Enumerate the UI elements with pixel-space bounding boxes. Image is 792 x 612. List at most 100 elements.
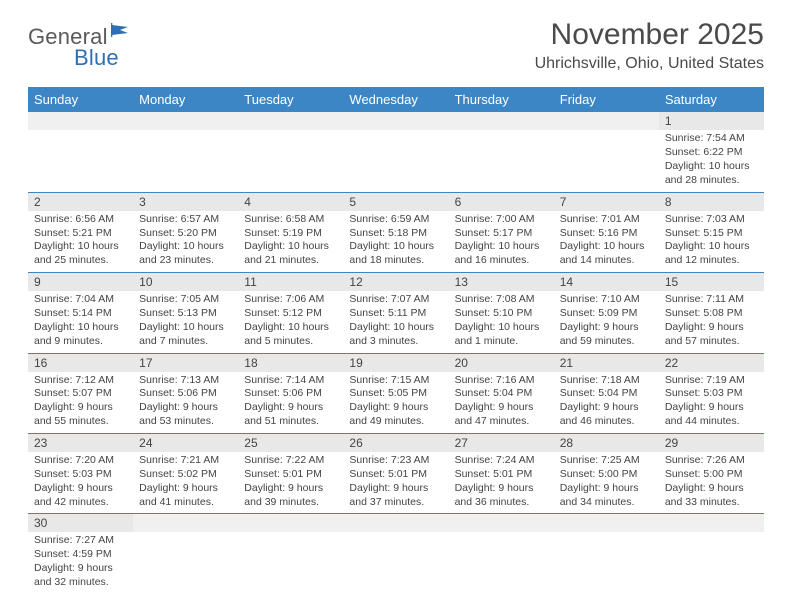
day-number: 16	[28, 354, 133, 372]
daylight-text: and 49 minutes.	[349, 415, 442, 429]
sunrise-text: Sunrise: 7:06 AM	[244, 293, 337, 307]
day-details: Sunrise: 7:04 AMSunset: 5:14 PMDaylight:…	[28, 291, 133, 352]
day-details: Sunrise: 7:12 AMSunset: 5:07 PMDaylight:…	[28, 372, 133, 433]
day-details: Sunrise: 7:08 AMSunset: 5:10 PMDaylight:…	[449, 291, 554, 352]
month-title: November 2025	[535, 18, 764, 51]
sunset-text: Sunset: 5:13 PM	[139, 307, 232, 321]
daylight-text: Daylight: 9 hours	[139, 401, 232, 415]
daylight-text: Daylight: 10 hours	[34, 240, 127, 254]
sunset-text: Sunset: 5:16 PM	[560, 227, 653, 241]
calendar-cell: 24Sunrise: 7:21 AMSunset: 5:02 PMDayligh…	[133, 434, 238, 514]
daylight-text: and 7 minutes.	[139, 335, 232, 349]
day-details: Sunrise: 7:15 AMSunset: 5:05 PMDaylight:…	[343, 372, 448, 433]
day-number: 3	[133, 193, 238, 211]
calendar-cell: 25Sunrise: 7:22 AMSunset: 5:01 PMDayligh…	[238, 434, 343, 514]
calendar-cell	[133, 514, 238, 594]
daylight-text: and 37 minutes.	[349, 496, 442, 510]
weekday-header: Saturday	[659, 87, 764, 112]
calendar-cell: 15Sunrise: 7:11 AMSunset: 5:08 PMDayligh…	[659, 273, 764, 353]
sunset-text: Sunset: 4:59 PM	[34, 548, 127, 562]
day-details: Sunrise: 7:03 AMSunset: 5:15 PMDaylight:…	[659, 211, 764, 272]
day-number: 5	[343, 193, 448, 211]
day-details: Sunrise: 6:56 AMSunset: 5:21 PMDaylight:…	[28, 211, 133, 272]
sunset-text: Sunset: 5:05 PM	[349, 387, 442, 401]
day-details: Sunrise: 7:13 AMSunset: 5:06 PMDaylight:…	[133, 372, 238, 433]
day-number-blank	[554, 514, 659, 532]
calendar-cell	[449, 514, 554, 594]
sunrise-text: Sunrise: 7:11 AM	[665, 293, 758, 307]
sunrise-text: Sunrise: 7:15 AM	[349, 374, 442, 388]
daylight-text: Daylight: 9 hours	[34, 401, 127, 415]
calendar-cell: 4Sunrise: 6:58 AMSunset: 5:19 PMDaylight…	[238, 192, 343, 272]
day-details: Sunrise: 7:24 AMSunset: 5:01 PMDaylight:…	[449, 452, 554, 513]
daylight-text: and 28 minutes.	[665, 174, 758, 188]
calendar-cell: 18Sunrise: 7:14 AMSunset: 5:06 PMDayligh…	[238, 353, 343, 433]
day-number: 8	[659, 193, 764, 211]
sunset-text: Sunset: 5:14 PM	[34, 307, 127, 321]
daylight-text: Daylight: 9 hours	[560, 482, 653, 496]
day-number: 21	[554, 354, 659, 372]
day-number: 9	[28, 273, 133, 291]
sunrise-text: Sunrise: 7:04 AM	[34, 293, 127, 307]
sunrise-text: Sunrise: 7:01 AM	[560, 213, 653, 227]
sunrise-text: Sunrise: 7:18 AM	[560, 374, 653, 388]
calendar-row: 2Sunrise: 6:56 AMSunset: 5:21 PMDaylight…	[28, 192, 764, 272]
sunrise-text: Sunrise: 6:59 AM	[349, 213, 442, 227]
daylight-text: and 34 minutes.	[560, 496, 653, 510]
day-number-blank	[238, 514, 343, 532]
day-details: Sunrise: 7:07 AMSunset: 5:11 PMDaylight:…	[343, 291, 448, 352]
sunrise-text: Sunrise: 6:56 AM	[34, 213, 127, 227]
weekday-header: Monday	[133, 87, 238, 112]
sunset-text: Sunset: 5:01 PM	[455, 468, 548, 482]
day-details: Sunrise: 7:14 AMSunset: 5:06 PMDaylight:…	[238, 372, 343, 433]
sunrise-text: Sunrise: 7:05 AM	[139, 293, 232, 307]
daylight-text: Daylight: 9 hours	[139, 482, 232, 496]
calendar-cell	[28, 112, 133, 192]
weekday-header: Sunday	[28, 87, 133, 112]
day-number: 26	[343, 434, 448, 452]
weekday-header: Tuesday	[238, 87, 343, 112]
calendar-cell: 27Sunrise: 7:24 AMSunset: 5:01 PMDayligh…	[449, 434, 554, 514]
sunset-text: Sunset: 5:08 PM	[665, 307, 758, 321]
calendar-cell: 17Sunrise: 7:13 AMSunset: 5:06 PMDayligh…	[133, 353, 238, 433]
sunrise-text: Sunrise: 6:58 AM	[244, 213, 337, 227]
daylight-text: and 32 minutes.	[34, 576, 127, 590]
daylight-text: and 18 minutes.	[349, 254, 442, 268]
day-number: 13	[449, 273, 554, 291]
daylight-text: Daylight: 10 hours	[665, 240, 758, 254]
sunrise-text: Sunrise: 7:21 AM	[139, 454, 232, 468]
day-number-blank	[133, 514, 238, 532]
daylight-text: Daylight: 9 hours	[349, 401, 442, 415]
sunrise-text: Sunrise: 7:26 AM	[665, 454, 758, 468]
daylight-text: and 16 minutes.	[455, 254, 548, 268]
day-details: Sunrise: 7:01 AMSunset: 5:16 PMDaylight:…	[554, 211, 659, 272]
daylight-text: Daylight: 9 hours	[455, 482, 548, 496]
sunset-text: Sunset: 5:11 PM	[349, 307, 442, 321]
sunrise-text: Sunrise: 7:00 AM	[455, 213, 548, 227]
sunrise-text: Sunrise: 7:08 AM	[455, 293, 548, 307]
day-number: 6	[449, 193, 554, 211]
calendar-cell: 5Sunrise: 6:59 AMSunset: 5:18 PMDaylight…	[343, 192, 448, 272]
calendar-cell: 11Sunrise: 7:06 AMSunset: 5:12 PMDayligh…	[238, 273, 343, 353]
day-details: Sunrise: 7:16 AMSunset: 5:04 PMDaylight:…	[449, 372, 554, 433]
calendar-cell	[133, 112, 238, 192]
day-details: Sunrise: 7:22 AMSunset: 5:01 PMDaylight:…	[238, 452, 343, 513]
calendar-cell	[554, 112, 659, 192]
weekday-header: Thursday	[449, 87, 554, 112]
sunset-text: Sunset: 5:17 PM	[455, 227, 548, 241]
sunset-text: Sunset: 5:10 PM	[455, 307, 548, 321]
calendar-cell	[343, 112, 448, 192]
calendar-cell: 3Sunrise: 6:57 AMSunset: 5:20 PMDaylight…	[133, 192, 238, 272]
day-details: Sunrise: 7:05 AMSunset: 5:13 PMDaylight:…	[133, 291, 238, 352]
sunset-text: Sunset: 5:03 PM	[34, 468, 127, 482]
daylight-text: Daylight: 10 hours	[34, 321, 127, 335]
daylight-text: Daylight: 9 hours	[349, 482, 442, 496]
sunrise-text: Sunrise: 7:03 AM	[665, 213, 758, 227]
calendar-cell: 9Sunrise: 7:04 AMSunset: 5:14 PMDaylight…	[28, 273, 133, 353]
calendar-row: 16Sunrise: 7:12 AMSunset: 5:07 PMDayligh…	[28, 353, 764, 433]
daylight-text: Daylight: 9 hours	[455, 401, 548, 415]
daylight-text: and 44 minutes.	[665, 415, 758, 429]
calendar-cell	[238, 514, 343, 594]
daylight-text: and 33 minutes.	[665, 496, 758, 510]
sunrise-text: Sunrise: 7:24 AM	[455, 454, 548, 468]
